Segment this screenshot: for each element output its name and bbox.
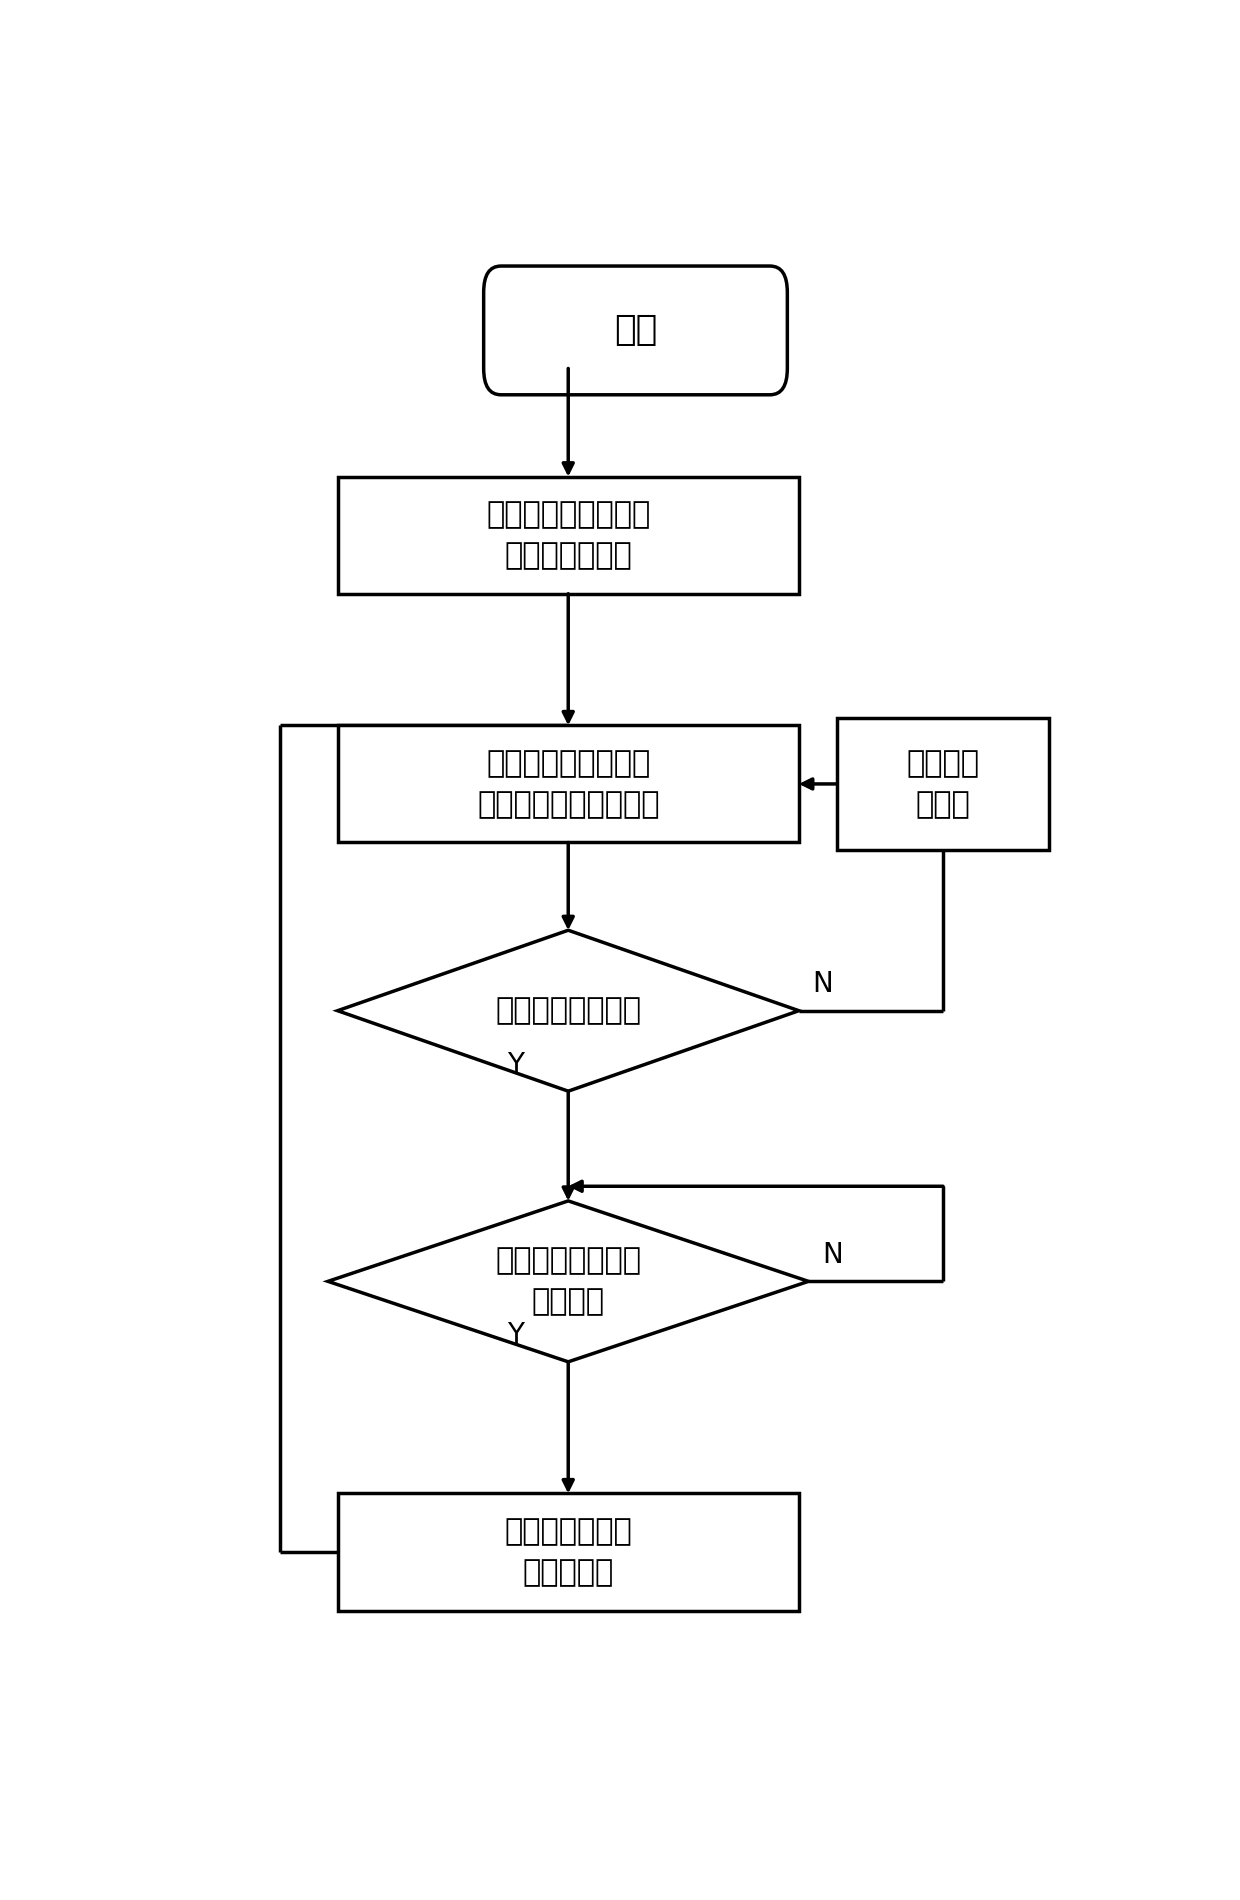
Text: N: N [822, 1241, 843, 1269]
Text: 寻找输入阻抗模极小
值，确定新的测量频段: 寻找输入阻抗模极小 值，确定新的测量频段 [477, 749, 660, 819]
Text: N: N [812, 971, 833, 998]
Text: Y: Y [507, 1322, 523, 1349]
Text: 开始: 开始 [614, 314, 657, 348]
Text: 确定初次测量频段和
初次测量步进值: 确定初次测量频段和 初次测量步进值 [486, 500, 650, 570]
Bar [337, 1493, 799, 1611]
Text: 最佳工作频率是否
发生偏移: 最佳工作频率是否 发生偏移 [495, 1246, 641, 1317]
Bar [837, 718, 1049, 849]
Text: 是否满足精度要求: 是否满足精度要求 [495, 996, 641, 1026]
Polygon shape [327, 1201, 808, 1362]
Text: 确定测量频段和
测量步进值: 确定测量频段和 测量步进值 [505, 1518, 632, 1586]
Polygon shape [337, 931, 799, 1091]
Bar [337, 726, 799, 842]
Text: 缩短测量
步进值: 缩短测量 步进值 [906, 749, 980, 819]
Bar [337, 477, 799, 593]
FancyBboxPatch shape [484, 266, 787, 395]
Text: Y: Y [507, 1051, 523, 1079]
